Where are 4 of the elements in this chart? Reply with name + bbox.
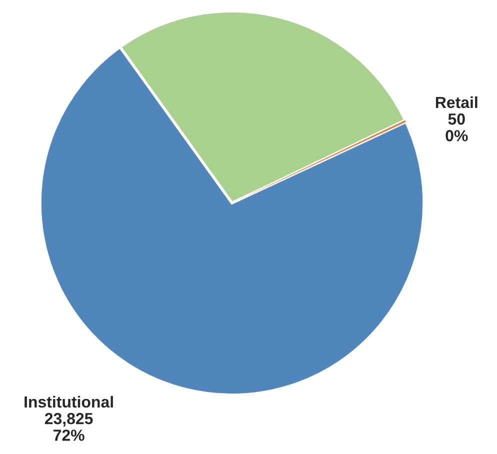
slice-label: Institutional bbox=[24, 396, 113, 408]
data-label: 50 0% bbox=[446, 113, 468, 142]
slice-label: Retail bbox=[436, 96, 478, 108]
data-label: 23,825 72% bbox=[44, 412, 93, 441]
